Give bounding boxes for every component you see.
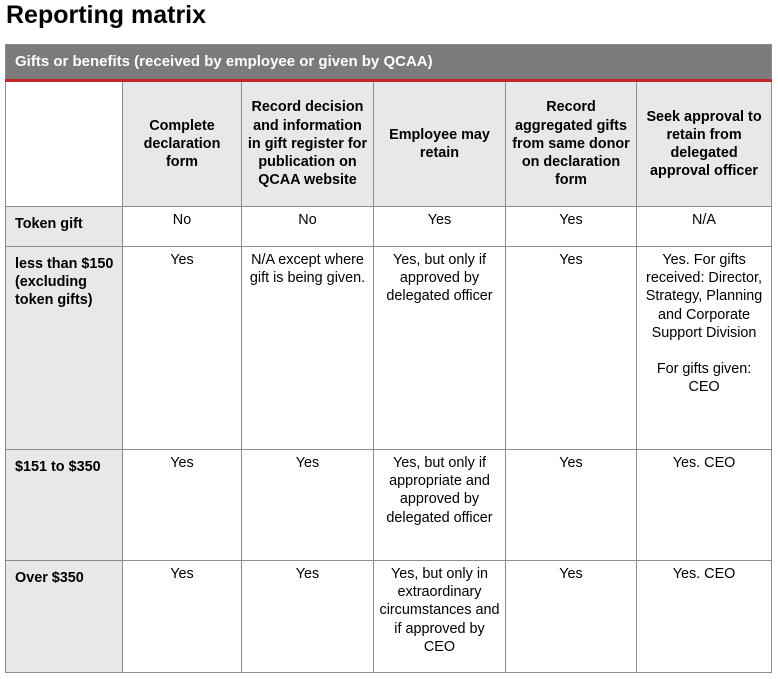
table-header-row: Complete declaration form Record decisio…: [5, 80, 773, 207]
row-header: less than $150 (excluding token gifts): [5, 246, 123, 450]
table-cell: Yes: [505, 206, 637, 247]
table-cell: Yes: [505, 246, 637, 450]
table-cell: Yes, but only if approved by delegated o…: [373, 246, 506, 450]
table-cell: Yes: [241, 449, 374, 561]
table-cell: Yes. CEO: [635, 449, 773, 561]
table-cell: No: [122, 206, 242, 247]
table-cell: N/A except where gift is being given.: [241, 246, 374, 450]
cell-text-given: For gifts given: CEO: [656, 361, 752, 396]
reporting-matrix-table: Gifts or benefits (received by employee …: [4, 44, 773, 673]
table-cell: Yes: [505, 449, 637, 561]
table-cell: Yes: [122, 246, 242, 450]
column-header: Seek approval to retain from delegated a…: [635, 80, 773, 207]
table-cell: Yes. CEO: [635, 560, 773, 673]
table-cell: Yes, but only if appropriate and approve…: [373, 449, 506, 561]
column-header: Record aggregated gifts from same donor …: [505, 80, 637, 207]
table-row: Token gift No No Yes Yes N/A: [5, 206, 773, 247]
table-cell: Yes: [122, 449, 242, 561]
column-header: Complete declaration form: [122, 80, 242, 207]
table-cell: Yes: [505, 560, 637, 673]
table-cell: Yes: [122, 560, 242, 673]
table-row: less than $150 (excluding token gifts) Y…: [5, 246, 773, 450]
row-header: Over $350: [5, 560, 123, 673]
row-header: Token gift: [5, 206, 123, 247]
column-header: Record decision and information in gift …: [241, 80, 374, 207]
row-header: $151 to $350: [5, 449, 123, 561]
table-cell: Yes. For gifts received: Director, Strat…: [635, 246, 773, 450]
table-caption: Gifts or benefits (received by employee …: [4, 44, 773, 82]
header-corner-cell: [5, 80, 123, 207]
table-cell: Yes, but only in extraordinary circumsta…: [373, 560, 506, 673]
table-cell: Yes: [373, 206, 506, 247]
table-row: $151 to $350 Yes Yes Yes, but only if ap…: [5, 449, 773, 561]
table-cell: Yes: [241, 560, 374, 673]
table-row: Over $350 Yes Yes Yes, but only in extra…: [5, 560, 773, 673]
table-cell: No: [241, 206, 374, 247]
table-caption-row: Gifts or benefits (received by employee …: [4, 44, 773, 82]
page-title: Reporting matrix: [6, 1, 207, 29]
column-header: Employee may retain: [373, 80, 506, 207]
table-cell: N/A: [635, 206, 773, 247]
cell-text-received: Yes. For gifts received: Director, Strat…: [645, 252, 763, 341]
